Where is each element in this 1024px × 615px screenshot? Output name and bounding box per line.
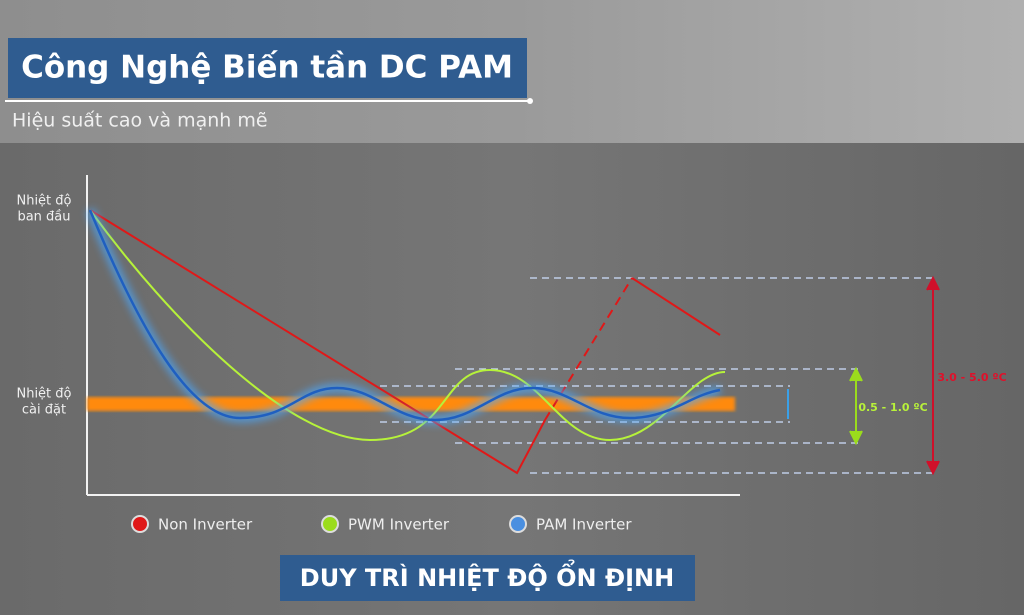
footer-box [280,555,695,601]
pwm-inverter-curve [89,209,726,442]
rule-dot [527,98,533,104]
legend-swatch [509,515,527,533]
non-inverter-curve [631,277,721,336]
curves [85,208,726,475]
range-label: 3.0 - 5.0 ºC [937,371,1006,384]
legend-label: PWM Inverter [348,516,450,534]
range-label: 0.5 - 1.0 ºC [858,401,927,414]
legend-swatch [321,515,339,533]
legend-label: PAM Inverter [536,516,632,534]
axes [86,175,740,496]
arrow-head [926,275,940,476]
title: Công Nghệ Biến tần DC PAM [21,50,513,86]
subtitle: Hiệu suất cao và mạnh mẽ [12,110,268,132]
legend-swatch [131,515,149,533]
set-temperature-band [87,397,735,411]
arrow-head [849,366,863,446]
range-arrows [787,275,940,476]
axis-label: Nhiệt độ [16,387,71,402]
pam-inverter-curve [88,209,721,422]
non-inverter-curve [544,277,633,421]
body-bg [0,143,1024,615]
axis-label: Nhiệt độ [16,194,71,209]
non-inverter-curve [89,209,546,475]
legend: Non Inverter PWM Inverter PAM Inverter [131,515,632,534]
legend-label: Non Inverter [158,516,253,534]
range-guides [380,277,935,474]
axis-label: ban đầu [17,210,70,225]
title-box [8,38,527,98]
axis-label: cài đặt [22,403,66,418]
